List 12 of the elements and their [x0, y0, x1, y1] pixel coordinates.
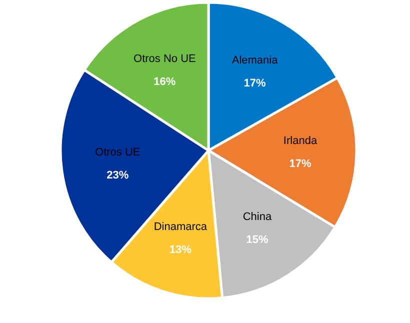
slice-label: Alemania — [232, 54, 279, 66]
data-label: 16% — [154, 76, 176, 88]
data-label: 17% — [289, 158, 312, 170]
data-label: 23% — [106, 169, 129, 182]
slice-label: Dinamarca — [154, 220, 208, 233]
data-label: 17% — [244, 77, 266, 90]
slice-label: Otros No UE — [134, 52, 196, 65]
slice-label: Irlanda — [283, 134, 318, 147]
data-label: 13% — [169, 244, 192, 256]
slice-label: Otros UE — [95, 146, 140, 158]
slice-label: China — [242, 211, 272, 224]
data-label: 15% — [246, 234, 268, 246]
